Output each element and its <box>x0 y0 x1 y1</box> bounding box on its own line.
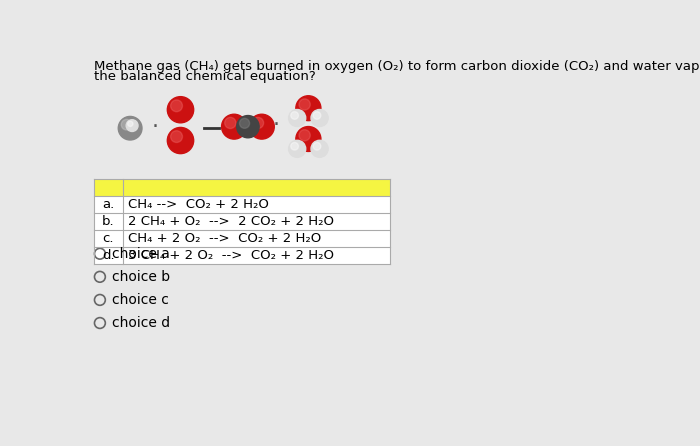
Circle shape <box>118 116 142 140</box>
Circle shape <box>311 110 328 127</box>
Bar <box>94 179 390 196</box>
Text: b.: b. <box>102 215 115 228</box>
Circle shape <box>299 99 310 110</box>
Text: the balanced chemical equation?: the balanced chemical equation? <box>94 70 316 83</box>
Circle shape <box>290 112 298 119</box>
Circle shape <box>167 128 194 153</box>
Text: 2 CH₄ + O₂  -->  2 CO₂ + 2 H₂O: 2 CH₄ + O₂ --> 2 CO₂ + 2 H₂O <box>128 215 334 228</box>
Text: CH₄ + 2 O₂  -->  CO₂ + 2 H₂O: CH₄ + 2 O₂ --> CO₂ + 2 H₂O <box>128 232 321 245</box>
Circle shape <box>311 140 328 157</box>
Text: a.: a. <box>102 198 115 211</box>
Text: choice d: choice d <box>111 316 169 330</box>
Circle shape <box>313 142 321 150</box>
Text: choice b: choice b <box>111 270 169 284</box>
Text: d.: d. <box>102 249 115 262</box>
Text: choice a: choice a <box>111 247 169 261</box>
Circle shape <box>171 100 183 112</box>
Text: Methane gas (CH₄) gets burned in oxygen (O₂) to form carbon dioxide (CO₂) and wa: Methane gas (CH₄) gets burned in oxygen … <box>94 60 700 73</box>
Text: CH₄ -->  CO₂ + 2 H₂O: CH₄ --> CO₂ + 2 H₂O <box>128 198 269 211</box>
Text: choice c: choice c <box>111 293 169 307</box>
Circle shape <box>296 127 321 152</box>
Text: ·: · <box>151 117 158 136</box>
Circle shape <box>126 120 138 132</box>
Circle shape <box>299 130 310 141</box>
Circle shape <box>237 116 259 138</box>
Text: c.: c. <box>103 232 114 245</box>
Circle shape <box>167 97 194 123</box>
Text: ·: · <box>273 115 280 135</box>
Bar <box>94 196 390 264</box>
Circle shape <box>288 140 306 157</box>
Circle shape <box>253 117 264 128</box>
Circle shape <box>239 118 250 128</box>
Circle shape <box>121 120 132 130</box>
Circle shape <box>288 110 306 127</box>
Circle shape <box>290 142 298 150</box>
Circle shape <box>313 112 321 119</box>
Circle shape <box>127 121 133 127</box>
Circle shape <box>296 96 321 120</box>
Text: 3 CH₄ + 2 O₂  -->  CO₂ + 2 H₂O: 3 CH₄ + 2 O₂ --> CO₂ + 2 H₂O <box>128 249 334 262</box>
Circle shape <box>225 117 236 128</box>
Circle shape <box>249 114 274 139</box>
Circle shape <box>171 131 183 142</box>
Circle shape <box>222 114 246 139</box>
